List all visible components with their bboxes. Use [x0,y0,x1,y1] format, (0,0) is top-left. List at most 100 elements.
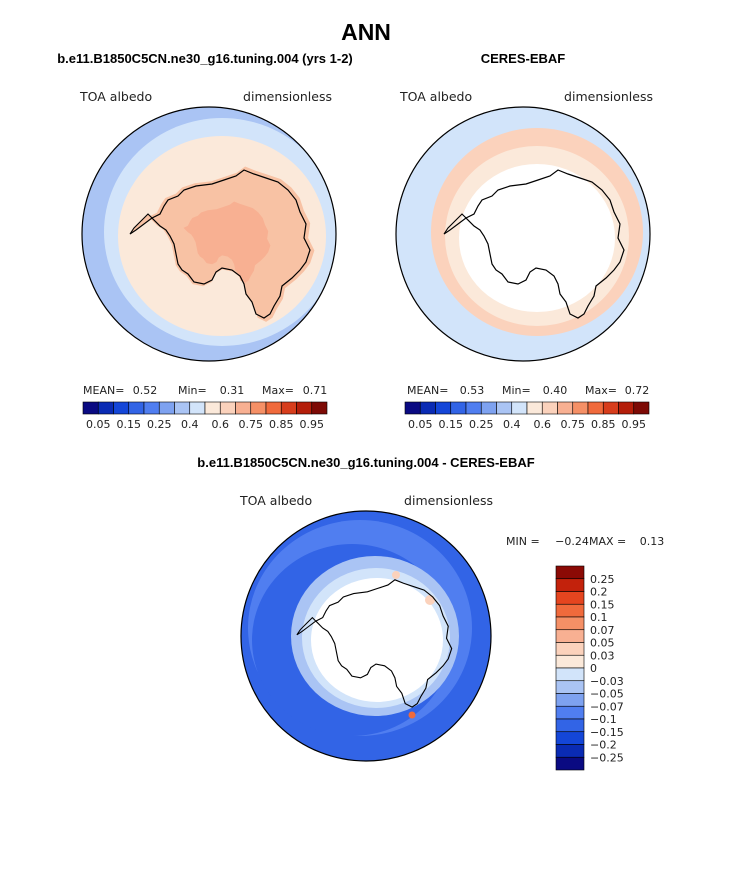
panel-diff: b.e11.B1850C5CN.ne30_g16.tuning.004 - CE… [197,455,664,771]
model-colorbar-tick-label: 0.15 [117,418,142,431]
panel-obs: CERES-EBAF TOA albedo dimensionless MEAN… [395,51,653,431]
obs-colorbar-tick-label: 0.25 [469,418,494,431]
diff-colorbar-swatch [555,629,585,643]
model-colorbar-swatch [311,401,328,415]
panel-obs-colorbar: 0.05 0.15 0.25 0.4 0.6 0.75 0.85 0.95 [404,401,650,431]
diff-min: −0.24 [555,535,589,548]
model-colorbar-swatch [143,401,160,415]
stat-max: 0.72 [625,384,650,397]
diff-colorbar-tick-label: −0.07 [590,700,624,713]
model-colorbar-swatch [265,401,282,415]
panel-model-units: dimensionless [243,89,332,104]
diff-colorbar-swatch [555,705,585,720]
diff-colorbar-swatch [555,578,585,592]
diff-min-label: MIN = [506,535,540,548]
obs-colorbar-tick-label: 0.15 [439,418,464,431]
diff-max: 0.13 [640,535,665,548]
diff-max-label: MAX = [589,535,626,548]
diff-colorbar-swatch [555,654,585,669]
obs-colorbar-swatch [435,401,452,415]
panel-diff-minmax: MIN = −0.24 MAX = 0.13 [506,535,664,548]
diff-colorbar-tick-label: −0.25 [590,751,624,764]
model-colorbar-swatch [174,401,191,415]
diff-colorbar-swatch [555,603,585,618]
panel-model-title: b.e11.B1850C5CN.ne30_g16.tuning.004 (yrs… [57,51,353,66]
stat-mean-label: MEAN= [83,384,124,397]
panel-model-variable: TOA albedo [79,89,152,104]
obs-colorbar-tick-label: 0.05 [408,418,433,431]
panel-diff-map [241,511,491,761]
diff-colorbar-swatch [555,565,585,580]
model-colorbar-tick-label: 0.85 [269,418,294,431]
diff-colorbar-tick-label: 0.2 [590,586,608,599]
model-colorbar-swatch [219,401,236,415]
diff-colorbar-tick-label: 0.05 [590,637,615,650]
obs-colorbar-tick-label: 0.6 [534,418,552,431]
model-colorbar-tick-label: 0.6 [212,418,230,431]
obs-colorbar-swatch [587,401,604,415]
model-colorbar-swatch [189,401,206,415]
obs-colorbar-swatch [526,401,543,415]
obs-colorbar-swatch [618,401,635,415]
obs-colorbar-swatch [541,401,558,415]
diff-colorbar-tick-label: −0.03 [590,675,624,688]
diff-colorbar-tick-label: −0.1 [590,713,617,726]
panel-obs-title: CERES-EBAF [481,51,566,66]
panel-diff-variable: TOA albedo [239,493,312,508]
stat-max-label: Max= [262,384,294,397]
diff-colorbar-swatch [555,718,585,733]
obs-colorbar-tick-label: 0.4 [503,418,521,431]
obs-colorbar-swatch [419,401,436,415]
diff-colorbar-swatch [555,591,585,605]
model-colorbar-swatch [158,401,175,415]
obs-colorbar-tick-label: 0.85 [591,418,616,431]
stat-mean-label: MEAN= [407,384,448,397]
diff-colorbar-tick-label: −0.05 [590,688,624,701]
model-colorbar-tick-label: 0.75 [239,418,264,431]
diff-colorbar-tick-label: 0.15 [590,598,615,611]
panel-obs-units: dimensionless [564,89,653,104]
stat-max: 0.71 [303,384,328,397]
panel-model-stats: MEAN= 0.52 Min= 0.31 Max= 0.71 [83,384,327,397]
obs-colorbar-tick-label: 0.95 [622,418,647,431]
stat-min-label: Min= [502,384,531,397]
diff-colorbar-swatch [555,642,585,656]
main-title: ANN [341,19,391,45]
obs-colorbar-swatch [511,401,528,415]
diff-colorbar-swatch [555,731,585,745]
model-colorbar-swatch [250,401,267,415]
diff-colorbar-swatch [555,756,585,771]
panel-obs-stats: MEAN= 0.53 Min= 0.40 Max= 0.72 [407,384,649,397]
panel-diff-units: dimensionless [404,493,493,508]
diff-colorbar-swatch [555,693,585,707]
panel-obs-variable: TOA albedo [399,89,472,104]
model-colorbar-swatch [113,401,130,415]
stat-mean: 0.52 [133,384,158,397]
panel-model-map [82,107,336,361]
obs-colorbar-swatch [450,401,467,415]
panel-obs-map [396,107,650,361]
panel-model-colorbar: 0.05 0.15 0.25 0.4 0.6 0.75 0.85 0.95 [82,401,328,431]
model-colorbar-tick-label: 0.25 [147,418,172,431]
model-colorbar-swatch [128,401,145,415]
obs-colorbar-swatch [557,401,574,415]
diff-colorbar-swatch [555,744,585,758]
obs-colorbar-swatch [633,401,650,415]
model-colorbar-swatch [204,401,221,415]
stat-min-label: Min= [178,384,207,397]
diff-colorbar-swatch [555,667,585,682]
model-colorbar-swatch [97,401,114,415]
model-colorbar-tick-label: 0.4 [181,418,199,431]
diff-colorbar-tick-label: 0.1 [590,611,608,624]
stat-max-label: Max= [585,384,617,397]
model-colorbar-tick-label: 0.05 [86,418,111,431]
obs-colorbar-swatch [465,401,482,415]
model-colorbar-swatch [280,401,297,415]
model-colorbar-swatch [235,401,252,415]
diff-colorbar-swatch [555,680,585,694]
model-colorbar-tick-label: 0.95 [300,418,325,431]
model-colorbar-swatch [296,401,313,415]
diff-colorbar-tick-label: −0.15 [590,726,624,739]
obs-colorbar-swatch [602,401,619,415]
